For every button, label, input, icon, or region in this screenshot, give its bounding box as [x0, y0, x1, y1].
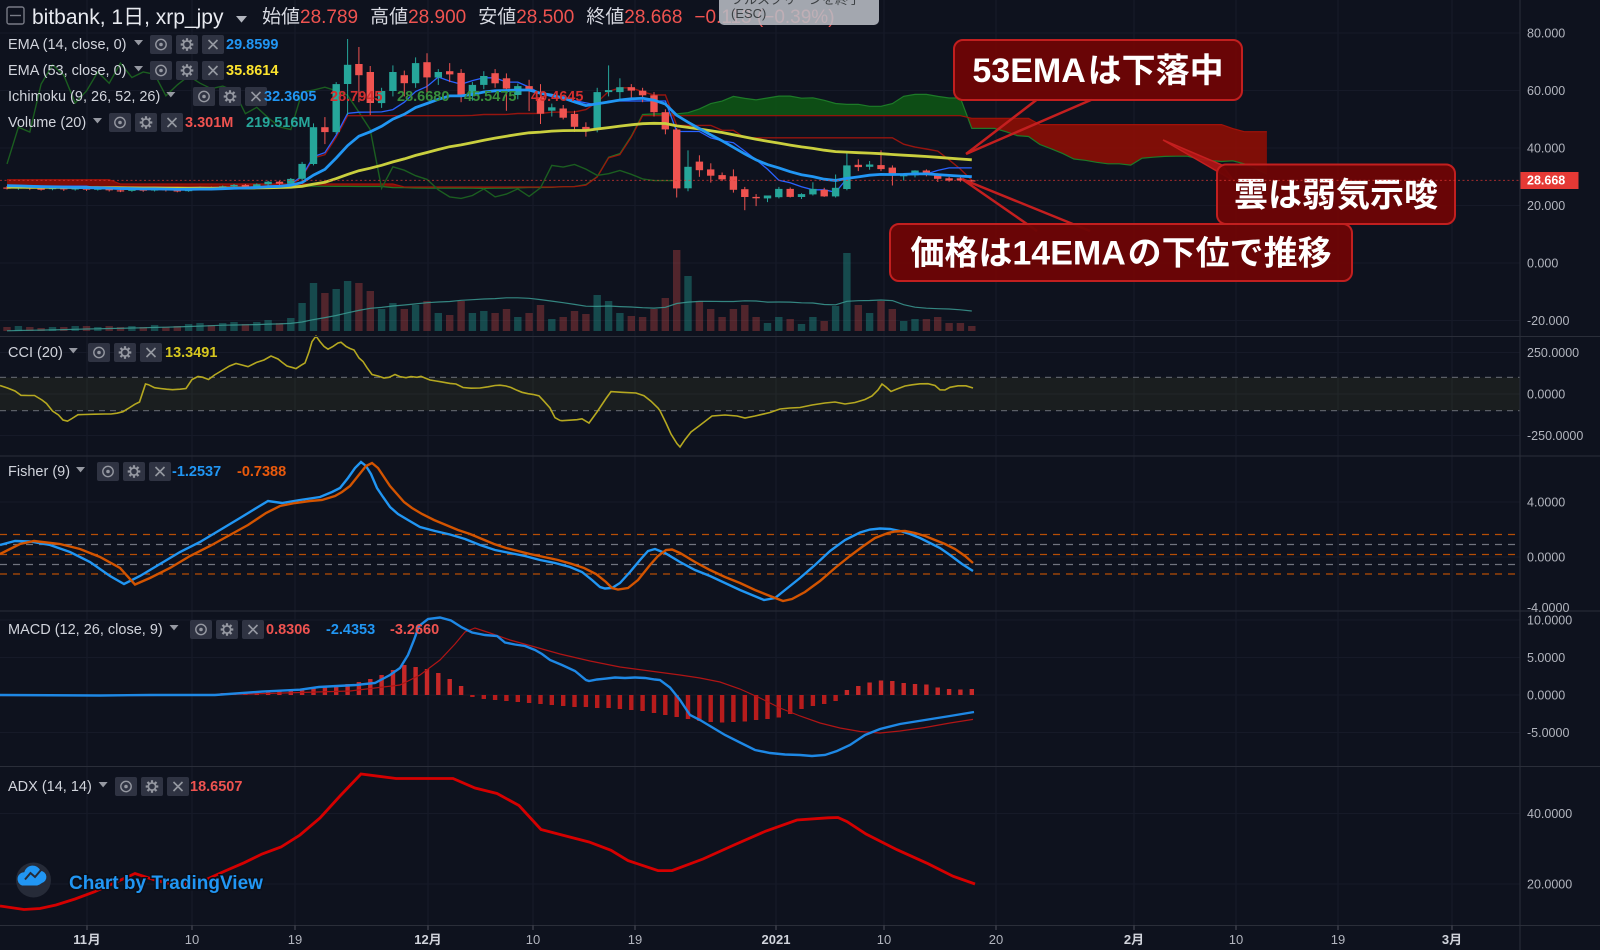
svg-text:CCI (20): CCI (20) — [8, 345, 63, 361]
svg-text:20: 20 — [989, 932, 1003, 947]
svg-text:10.0000: 10.0000 — [1527, 614, 1572, 628]
svg-text:, xrp_jpy: , xrp_jpy — [144, 6, 224, 29]
svg-text:28.900: 28.900 — [408, 7, 466, 28]
svg-text:28.500: 28.500 — [516, 7, 574, 28]
svg-text:49.4645: 49.4645 — [531, 89, 583, 105]
svg-text:-2.4353: -2.4353 — [326, 622, 375, 638]
svg-text:60.000: 60.000 — [1527, 84, 1565, 98]
svg-text:19: 19 — [288, 932, 302, 947]
svg-text:10: 10 — [877, 932, 891, 947]
svg-text:MACD (12, 26, close, 9): MACD (12, 26, close, 9) — [8, 622, 163, 638]
svg-text:ADX (14, 14): ADX (14, 14) — [8, 779, 92, 795]
svg-text:0.0000: 0.0000 — [1527, 551, 1565, 565]
svg-text:28.7945: 28.7945 — [330, 89, 382, 105]
svg-text:10: 10 — [1229, 932, 1243, 947]
svg-text:10: 10 — [185, 932, 199, 947]
svg-text:40.0000: 40.0000 — [1527, 807, 1572, 821]
svg-text:28.789: 28.789 — [300, 7, 358, 28]
svg-text:5.0000: 5.0000 — [1527, 651, 1565, 665]
svg-text:28.6680: 28.6680 — [397, 89, 449, 105]
svg-text:45.5475: 45.5475 — [464, 89, 516, 105]
svg-text:3: 3 — [1442, 932, 1449, 947]
svg-text:20.000: 20.000 — [1527, 199, 1565, 213]
svg-text:EMA (14, close, 0): EMA (14, close, 0) — [8, 37, 126, 53]
svg-text:32.3605: 32.3605 — [264, 89, 316, 105]
svg-text:-5.0000: -5.0000 — [1527, 726, 1569, 740]
svg-text:2021: 2021 — [762, 932, 791, 947]
svg-text:18.6507: 18.6507 — [190, 779, 242, 795]
svg-text:-20.000: -20.000 — [1527, 314, 1569, 328]
svg-text:80.000: 80.000 — [1527, 27, 1565, 41]
svg-text:Chart by TradingView: Chart by TradingView — [69, 873, 263, 894]
svg-text:4.0000: 4.0000 — [1527, 496, 1565, 510]
svg-text:19: 19 — [628, 932, 642, 947]
svg-text:Fisher (9): Fisher (9) — [8, 464, 70, 480]
svg-text:250.0000: 250.0000 — [1527, 346, 1579, 360]
svg-text:35.8614: 35.8614 — [226, 63, 278, 79]
svg-text:-4.0000: -4.0000 — [1527, 601, 1569, 615]
svg-text:EMA (53, close, 0): EMA (53, close, 0) — [8, 63, 126, 79]
svg-text:40.000: 40.000 — [1527, 142, 1565, 156]
svg-text:29.8599: 29.8599 — [226, 37, 278, 53]
svg-text:2: 2 — [1124, 932, 1131, 947]
svg-text:-0.7388: -0.7388 — [237, 464, 286, 480]
svg-text:Ichimoku (9, 26, 52, 26): Ichimoku (9, 26, 52, 26) — [8, 89, 160, 105]
svg-text:20.0000: 20.0000 — [1527, 878, 1572, 892]
svg-text:0.8306: 0.8306 — [266, 622, 310, 638]
svg-text:-250.0000: -250.0000 — [1527, 429, 1583, 443]
svg-text:53EMA: 53EMA — [972, 52, 1085, 90]
svg-text:Volume (20): Volume (20) — [8, 115, 86, 131]
svg-text:19: 19 — [1331, 932, 1345, 947]
svg-text:(ESC): (ESC) — [731, 6, 766, 21]
svg-text:-3.2660: -3.2660 — [390, 622, 439, 638]
svg-text:10: 10 — [526, 932, 540, 947]
svg-text:0.0000: 0.0000 — [1527, 689, 1565, 703]
svg-text:0.000: 0.000 — [1527, 257, 1558, 271]
svg-text:28.668: 28.668 — [624, 7, 682, 28]
svg-text:bitbank, 1: bitbank, 1 — [32, 6, 123, 29]
svg-text:-1.2537: -1.2537 — [172, 464, 221, 480]
svg-text:0.0000: 0.0000 — [1527, 388, 1565, 402]
svg-text:12: 12 — [414, 932, 428, 947]
svg-text:13.3491: 13.3491 — [165, 345, 217, 361]
svg-text:28.668: 28.668 — [1527, 174, 1565, 188]
svg-text:219.516M: 219.516M — [246, 115, 311, 131]
svg-text:11: 11 — [73, 932, 87, 947]
svg-text:14EMA: 14EMA — [1012, 235, 1125, 273]
svg-text:3.301M: 3.301M — [185, 115, 233, 131]
